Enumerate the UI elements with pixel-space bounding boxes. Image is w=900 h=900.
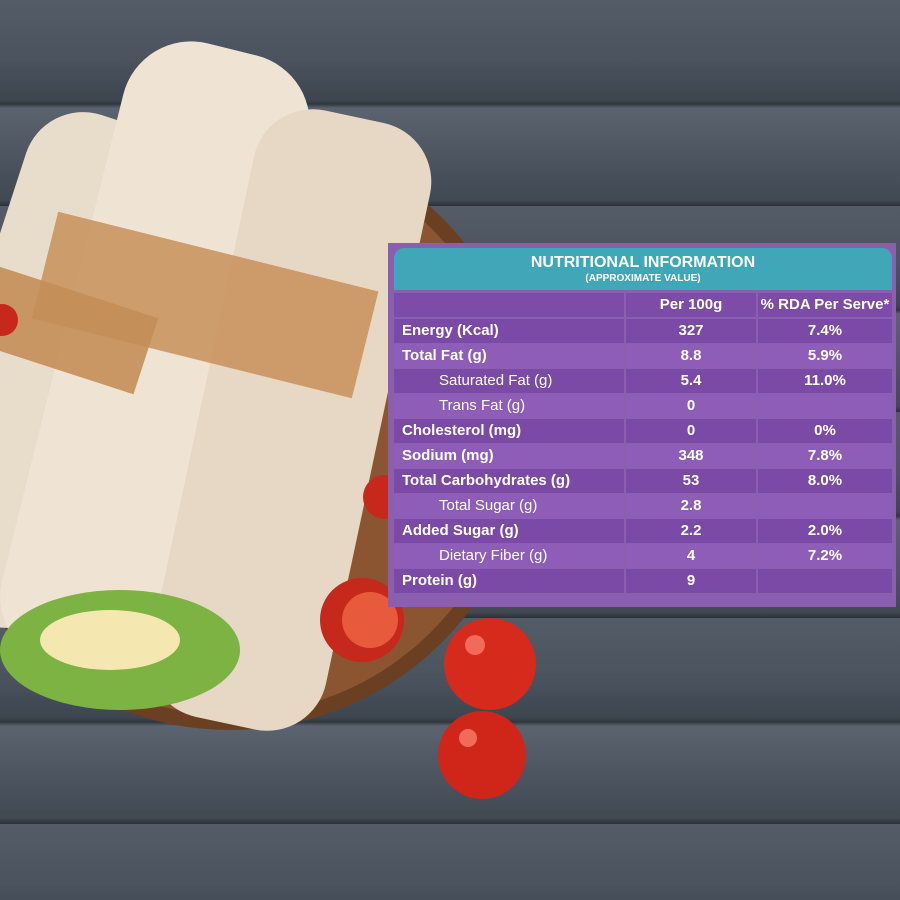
nutrient-label: Total Carbohydrates (g)	[394, 469, 624, 493]
per-100g-value: 9	[626, 569, 756, 593]
nutrient-row: Energy (Kcal) 327 7.4%	[394, 319, 892, 343]
per-100g-value: 4	[626, 544, 756, 568]
nutrient-label: Energy (Kcal)	[394, 319, 624, 343]
nutrient-row: Added Sugar (g) 2.2 2.0%	[394, 519, 892, 543]
nutrient-label: Added Sugar (g)	[394, 519, 624, 543]
nutrient-row: Dietary Fiber (g) 4 7.2%	[394, 544, 892, 568]
nutrient-row: Cholesterol (mg) 0 0%	[394, 419, 892, 443]
nutrient-row: Sodium (mg) 348 7.8%	[394, 444, 892, 468]
nutrient-label: Sodium (mg)	[394, 444, 624, 468]
per-100g-value: 53	[626, 469, 756, 493]
nutrient-label: Trans Fat (g)	[394, 394, 624, 418]
rda-value: 7.8%	[758, 444, 892, 468]
per-100g-value: 5.4	[626, 369, 756, 393]
nutrient-row: Protein (g) 9	[394, 569, 892, 593]
rda-value: 5.9%	[758, 344, 892, 368]
rda-value	[758, 394, 892, 418]
nutrition-panel: NUTRITIONAL INFORMATION (APPROXIMATE VAL…	[388, 243, 896, 607]
rda-value: 7.2%	[758, 544, 892, 568]
rda-value: 8.0%	[758, 469, 892, 493]
rda-value: 2.0%	[758, 519, 892, 543]
rda-value: 7.4%	[758, 319, 892, 343]
column-header-row: Per 100g% RDA Per Serve*	[394, 293, 892, 317]
rda-value	[758, 569, 892, 593]
per-100g-value: 0	[626, 394, 756, 418]
per-100g-value: 348	[626, 444, 756, 468]
rda-value	[758, 494, 892, 518]
per-100g-value: 2.8	[626, 494, 756, 518]
per-100g-value: 2.2	[626, 519, 756, 543]
nutrient-label: Dietary Fiber (g)	[394, 544, 624, 568]
column-header: % RDA Per Serve*	[758, 293, 892, 317]
nutrient-row: Total Fat (g) 8.8 5.9%	[394, 344, 892, 368]
subtitle: (APPROXIMATE VALUE)	[585, 273, 701, 284]
per-100g-value: 0	[626, 419, 756, 443]
nutrient-row: Trans Fat (g) 0	[394, 394, 892, 418]
nutrient-row: Total Sugar (g) 2.8	[394, 494, 892, 518]
rda-value: 11.0%	[758, 369, 892, 393]
nutrient-label: Total Fat (g)	[394, 344, 624, 368]
column-header: Per 100g	[626, 293, 756, 317]
per-100g-value: 327	[626, 319, 756, 343]
header-cell	[394, 293, 624, 317]
nutrient-row: Total Carbohydrates (g) 53 8.0%	[394, 469, 892, 493]
panel-header: NUTRITIONAL INFORMATION (APPROXIMATE VAL…	[394, 248, 892, 290]
nutrient-label: Protein (g)	[394, 569, 624, 593]
nutrient-row: Saturated Fat (g) 5.4 11.0%	[394, 369, 892, 393]
wraps	[0, 41, 432, 731]
per-100g-value: 8.8	[626, 344, 756, 368]
nutrient-label: Cholesterol (mg)	[394, 419, 624, 443]
nutrient-label: Total Sugar (g)	[394, 494, 624, 518]
rda-value: 0%	[758, 419, 892, 443]
title: NUTRITIONAL INFORMATION	[530, 254, 756, 271]
nutrient-label: Saturated Fat (g)	[394, 369, 624, 393]
